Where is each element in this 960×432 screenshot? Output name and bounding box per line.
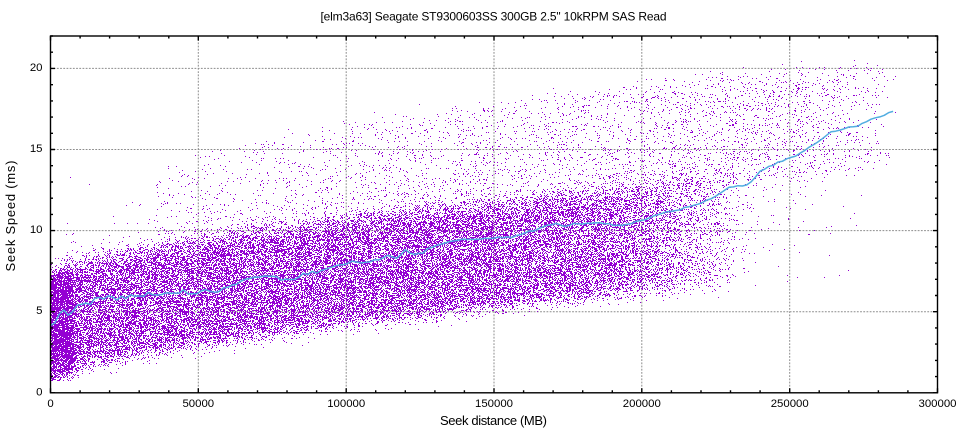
svg-text:0: 0 [47,398,53,410]
svg-text:Seek distance (MB): Seek distance (MB) [440,413,547,428]
svg-text:10: 10 [30,224,43,236]
svg-text:50000: 50000 [182,398,214,410]
svg-text:200000: 200000 [623,398,661,410]
svg-text:300000: 300000 [918,398,956,410]
svg-text:Seek Speed (ms): Seek Speed (ms) [3,161,18,272]
svg-text:[elm3a63] Seagate ST9300603SS: [elm3a63] Seagate ST9300603SS 300GB 2.5"… [321,9,667,23]
svg-text:100000: 100000 [327,398,365,410]
svg-text:150000: 150000 [475,398,513,410]
svg-text:0: 0 [36,386,42,398]
svg-text:250000: 250000 [771,398,809,410]
svg-text:20: 20 [30,62,43,74]
svg-text:5: 5 [36,305,42,317]
svg-text:15: 15 [30,143,43,155]
